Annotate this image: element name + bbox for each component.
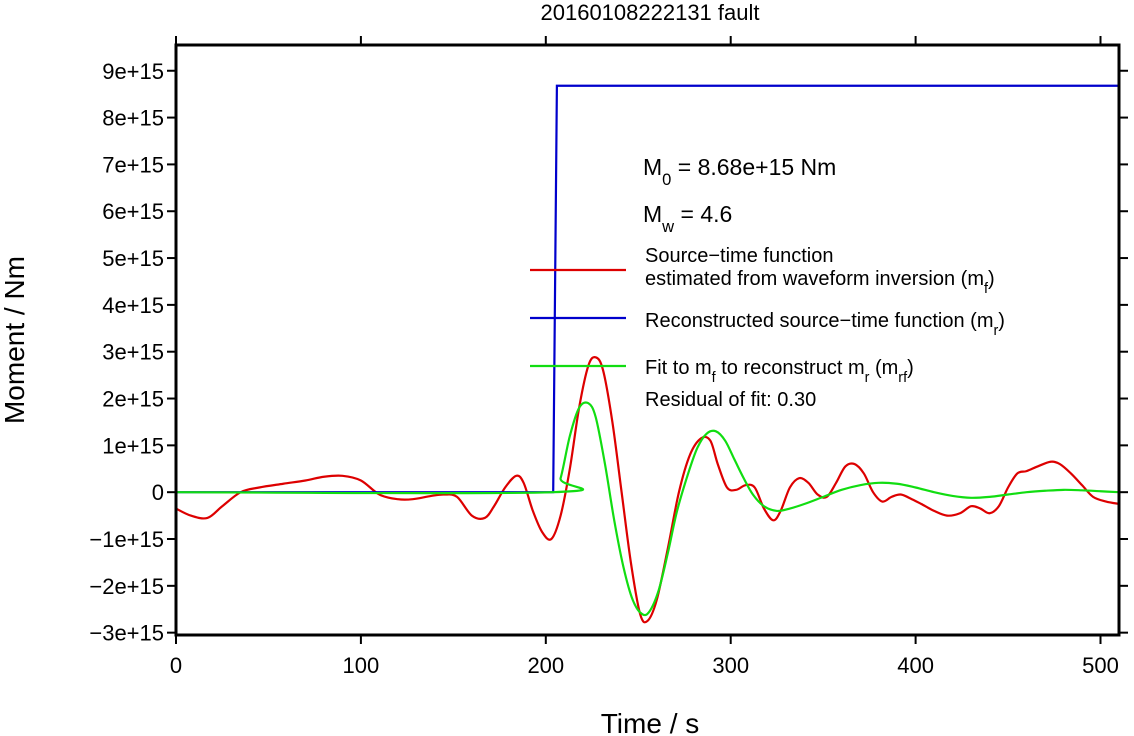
y-tick-label: 0 xyxy=(152,480,164,505)
y-tick-label: 2e+15 xyxy=(102,387,164,412)
x-tick-label: 300 xyxy=(712,653,749,678)
x-tick-label: 400 xyxy=(897,653,934,678)
ticks-layer: 0 100 200 300 400 500 −3e+15 −2e+15 −1e+15 0 1e+15… xyxy=(89,36,1128,678)
y-tick-label: 6e+15 xyxy=(102,199,164,224)
y-tick-label: 8e+15 xyxy=(102,106,164,131)
y-tick-label: 9e+15 xyxy=(102,59,164,84)
y-tick-label: −1e+15 xyxy=(89,527,164,552)
chart-title: 20160108222131 fault xyxy=(541,0,760,25)
series-layer xyxy=(176,84,1119,624)
plot-frame xyxy=(174,43,1121,637)
x-axis-title: Time / s xyxy=(601,708,700,736)
legend-label-2: Reconstructed source−time function (mr) xyxy=(645,310,1005,339)
y-tick-label: −2e+15 xyxy=(89,574,164,599)
y-tick-label: 7e+15 xyxy=(102,152,164,177)
x-tick-label: 100 xyxy=(343,653,380,678)
y-axis-title: Moment / Nm xyxy=(0,256,30,424)
series-line-3 xyxy=(176,401,1119,617)
mw-annotation: Mw = 4.6 xyxy=(643,201,732,236)
x-tick-label: 200 xyxy=(527,653,564,678)
y-tick-label: 1e+15 xyxy=(102,433,164,458)
y-tick-label: 5e+15 xyxy=(102,246,164,271)
legend-label-1: estimated from waveform inversion (mf) xyxy=(645,268,995,297)
y-tick-label: 4e+15 xyxy=(102,293,164,318)
y-tick-label: 3e+15 xyxy=(102,340,164,365)
residual-annotation: Residual of fit: 0.30 xyxy=(645,389,816,411)
legend-label-3: Fit to mf to reconstruct mr (mrf) xyxy=(645,357,914,386)
legend-label-1: Source−time function xyxy=(645,245,833,267)
y-tick-label: −3e+15 xyxy=(89,621,164,646)
m0-annotation: M0 = 8.68e+15 Nm xyxy=(643,154,836,189)
x-tick-label: 500 xyxy=(1082,653,1119,678)
x-tick-label: 0 xyxy=(170,653,182,678)
